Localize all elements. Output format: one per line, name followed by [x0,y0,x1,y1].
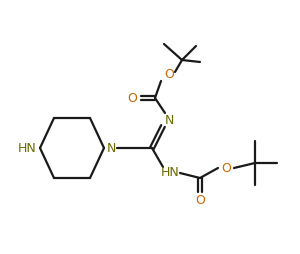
Text: N: N [164,115,174,128]
Text: O: O [127,91,137,104]
Text: HN: HN [18,141,36,154]
Text: O: O [221,162,231,174]
Text: N: N [106,141,116,154]
Text: O: O [195,195,205,208]
Text: O: O [164,69,174,82]
Text: HN: HN [160,167,179,180]
